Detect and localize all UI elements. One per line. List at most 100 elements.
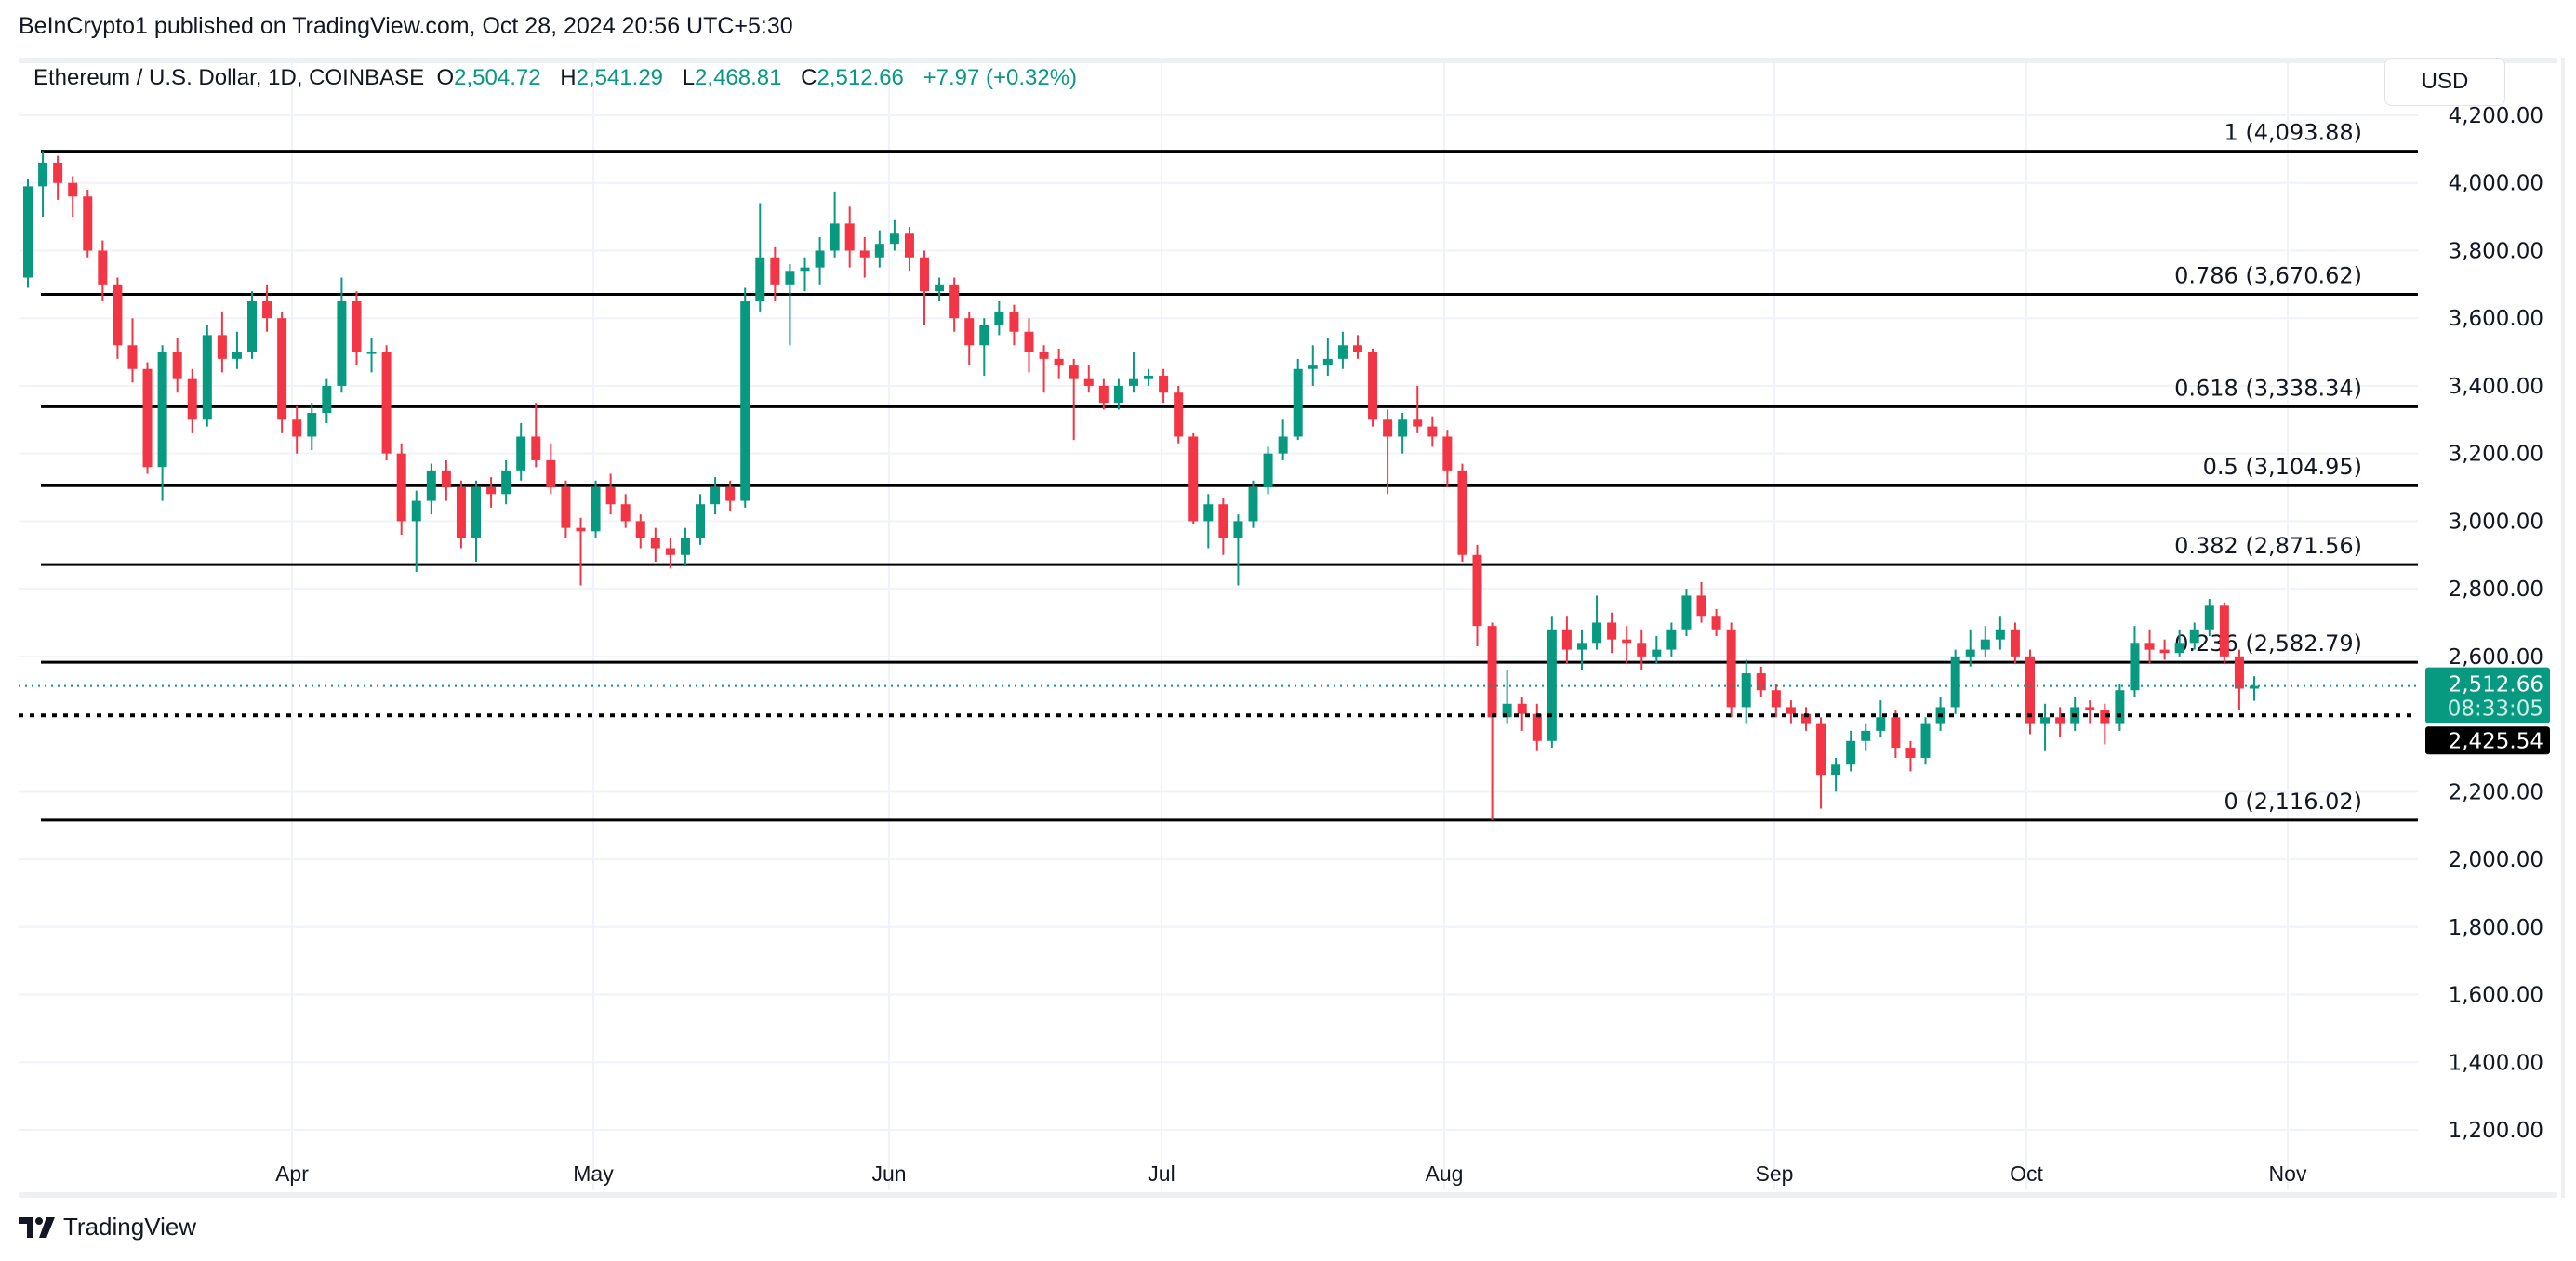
candle-down [904,233,914,258]
price-tick-label: 2,200.00 [2449,780,2543,804]
fib-level-label: 0.236 (2,582.79) [2174,630,2362,657]
candle-up [232,352,242,359]
candle-up [23,186,33,278]
candle-up [740,301,750,501]
candle-up [2040,717,2051,724]
candle-up [2130,643,2140,691]
candle-down [1726,629,1736,708]
candle-up [1681,595,1692,630]
candle-up [1144,376,1154,379]
candle-down [2025,656,2035,724]
candle-down [142,368,153,468]
candle-up [1337,345,1348,359]
time-axis: Apr May Jun Jul Aug Sep Oct Nov [275,1161,2307,1186]
horizontal-line-badge [2425,726,2550,755]
candle-down [1771,690,1781,708]
candle-down [1816,723,1826,776]
candle-down [1891,717,1901,749]
candle-down [665,548,675,555]
candle-up [680,538,690,555]
candle-down [1487,626,1497,718]
candle-down [187,378,197,420]
candle-up [2174,643,2184,654]
price-tick-label: 3,600.00 [2449,307,2543,331]
tradingview-icon [19,1216,55,1238]
tradingview-logo[interactable]: TradingView [19,1213,196,1241]
candle-down [1352,345,1362,352]
candle-down [1413,419,1423,427]
close-value: 2,512.66 [817,65,904,90]
candle-up [1398,419,1408,437]
candle-down [172,352,182,379]
candle-up [2115,690,2125,724]
last-price-badge [2425,667,2550,723]
candle-up [1846,740,1856,765]
candle-down [1786,707,1796,714]
candle-down [262,301,272,319]
candle-down [2219,605,2229,657]
candle-up [1278,436,1288,454]
candle-down [1174,392,1184,437]
candle-up [202,335,212,420]
candle-down [605,487,616,505]
candle-down [277,318,287,420]
time-tick-label: Nov [2269,1161,2307,1186]
candle-up [994,311,1004,325]
fib-levels: 1 (4,093.88) 0.786 (3,670.62) 0.618 (3,338… [41,120,2418,822]
candle-up [889,233,899,245]
candle-up [322,385,332,414]
price-tick-label: 1,800.00 [2449,916,2543,940]
chart-panel [19,58,2557,1198]
candles [23,151,2259,820]
candle-up [1203,504,1214,522]
candle-up [1652,649,1662,657]
candle-down [1696,595,1706,617]
candle-up [1113,385,1123,404]
candle-up [1502,703,1512,718]
fib-level-label: 0 (2,116.02) [2224,789,2363,815]
candle-down [531,436,541,460]
candle-up [815,250,825,268]
candle-up [874,244,884,258]
time-tick-label: Oct [2010,1161,2043,1186]
currency-button[interactable]: USD [2384,58,2505,106]
candle-down [83,196,93,251]
candle-down [456,487,466,538]
fib-level-label: 0.786 (3,670.62) [2174,263,2362,289]
candle-down [2234,656,2244,689]
candle-up [2204,605,2214,630]
candle-down [217,335,227,359]
fib-level-label: 1 (4,093.88) [2224,120,2363,146]
candle-up [471,487,482,538]
candle-up [785,271,795,285]
price-tick-label: 1,600.00 [2449,984,2543,1008]
grid [19,63,2418,1190]
candle-up [1666,629,1677,650]
candle-down [1517,703,1527,714]
candle-down [546,459,556,488]
candle-up [1322,358,1333,366]
candle-down [576,527,586,532]
price-tick-label: 1,400.00 [2449,1051,2543,1075]
candle-up [426,470,436,501]
candle-down [1039,352,1049,359]
candle-down [725,487,736,501]
candle-down [1442,436,1453,471]
candle-down [2144,643,2155,650]
candle-up [307,413,317,437]
candle-down [635,521,645,538]
time-tick-label: Aug [1426,1161,1464,1186]
candle-down [1756,673,1766,691]
fib-level-label: 0.382 (2,871.56) [2174,533,2362,559]
candle-down [1159,376,1169,393]
candle-down [352,301,362,352]
candle-down [964,318,975,346]
price-tick-label: 2,800.00 [2449,577,2543,602]
time-tick-label: Jun [871,1161,906,1186]
candle-down [1711,616,1721,630]
candle-down [844,223,855,251]
candle-down [650,538,660,549]
candle-up [2189,629,2199,644]
candle-down [1024,331,1034,352]
